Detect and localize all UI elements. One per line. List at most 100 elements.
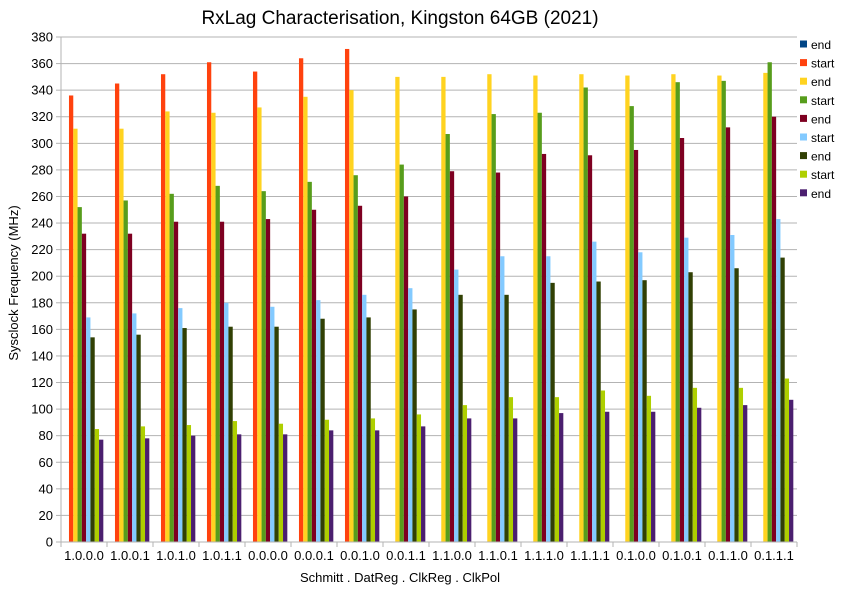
bar-series-2-1.0.0.1 bbox=[114, 83, 120, 543]
bar-series-7-0.1.0.0 bbox=[642, 280, 647, 542]
y-tick-label: 380 bbox=[31, 30, 53, 45]
bar-series-6-0.0.0.0 bbox=[270, 306, 275, 542]
bar-series-7-0.1.0.1 bbox=[688, 272, 693, 542]
x-tick-label: 1.0.1.1 bbox=[202, 548, 242, 563]
bar-series-3-0.0.1.0 bbox=[349, 90, 354, 542]
bar-series-6-1.0.1.1 bbox=[224, 302, 229, 542]
bar-series-5-1.1.1.0 bbox=[541, 153, 547, 542]
bar-series-7-0.0.1.0 bbox=[366, 317, 371, 542]
bar-series-3-0.0.0.1 bbox=[303, 96, 308, 542]
bar-series-4-1.1.1.0 bbox=[537, 112, 542, 542]
bar-series-9-0.0.0.1 bbox=[329, 430, 334, 542]
bar-series-6-0.1.0.0 bbox=[638, 252, 643, 542]
bar-series-3-1.1.0.1 bbox=[487, 74, 492, 543]
x-tick-label: 1.0.0.0 bbox=[64, 548, 104, 563]
bar-series-9-0.1.1.0 bbox=[743, 405, 748, 542]
bar-series-5-0.0.0.0 bbox=[265, 219, 271, 542]
y-tick-label: 220 bbox=[31, 242, 53, 257]
y-tick-label: 360 bbox=[31, 56, 53, 71]
y-tick-label: 0 bbox=[46, 535, 53, 550]
bar-series-6-1.1.0.1 bbox=[500, 256, 505, 542]
bar-series-6-1.1.1.0 bbox=[546, 256, 551, 542]
bar-series-4-1.1.1.1 bbox=[583, 87, 588, 542]
legend-swatch bbox=[800, 152, 807, 160]
bar-series-2-0.0.0.0 bbox=[252, 71, 258, 542]
bar-series-9-0.0.1.1 bbox=[421, 426, 426, 542]
bar-series-9-0.1.0.0 bbox=[651, 411, 656, 542]
bar-series-8-0.1.1.0 bbox=[738, 387, 744, 542]
bar-series-7-0.0.0.1 bbox=[320, 318, 325, 542]
bar-series-5-1.0.1.0 bbox=[173, 221, 179, 542]
bar-series-5-1.0.0.1 bbox=[127, 233, 133, 542]
legend-swatch bbox=[800, 40, 807, 48]
bar-series-9-1.0.1.0 bbox=[191, 435, 196, 542]
bar-series-6-1.1.0.0 bbox=[454, 269, 459, 542]
bar-series-4-1.0.1.0 bbox=[169, 193, 174, 542]
bar-series-3-0.0.0.0 bbox=[257, 107, 262, 543]
bar-series-4-0.1.1.0 bbox=[721, 80, 726, 543]
bar-series-4-0.0.1.1 bbox=[399, 164, 404, 542]
legend-label: start bbox=[811, 94, 835, 108]
bar-series-8-1.0.0.1 bbox=[140, 426, 146, 542]
bar-series-7-1.0.1.1 bbox=[228, 326, 233, 542]
bar-series-8-1.0.0.0 bbox=[94, 429, 100, 542]
y-tick-label: 40 bbox=[39, 481, 53, 496]
legend-label: end bbox=[811, 38, 831, 52]
bar-series-6-1.0.0.0 bbox=[86, 317, 91, 542]
x-tick-label: 0.0.1.1 bbox=[386, 548, 426, 563]
y-tick-label: 280 bbox=[31, 162, 53, 177]
bar-series-2-1.0.0.0 bbox=[68, 95, 74, 542]
bar-series-7-0.1.1.0 bbox=[734, 268, 739, 542]
bar-series-4-0.0.0.1 bbox=[307, 181, 312, 542]
y-axis-label: Sysclock Frequency (MHz) bbox=[6, 205, 21, 360]
bar-series-6-1.0.1.0 bbox=[178, 308, 183, 542]
bar-series-7-1.1.0.0 bbox=[458, 294, 463, 542]
bar-series-5-1.1.1.1 bbox=[587, 155, 593, 543]
bar-series-6-0.1.1.0 bbox=[730, 235, 735, 542]
bar-series-6-0.0.1.0 bbox=[362, 294, 367, 542]
bar-series-8-0.1.0.1 bbox=[692, 387, 698, 542]
bar-series-5-0.0.0.1 bbox=[311, 209, 317, 542]
bar-series-8-1.0.1.0 bbox=[186, 425, 192, 542]
bar-series-4-0.1.0.0 bbox=[629, 106, 634, 543]
y-tick-label: 320 bbox=[31, 109, 53, 124]
legend-label: start bbox=[811, 57, 835, 71]
bar-series-9-1.1.1.1 bbox=[605, 411, 610, 542]
bar-series-3-1.1.1.0 bbox=[533, 75, 538, 542]
bar-series-2-1.0.1.0 bbox=[160, 74, 166, 543]
y-tick-label: 100 bbox=[31, 402, 53, 417]
bar-series-7-1.0.1.0 bbox=[182, 328, 187, 542]
bar-series-7-1.1.1.0 bbox=[550, 282, 555, 542]
bar-series-5-0.0.1.0 bbox=[357, 205, 363, 543]
x-tick-label: 0.1.1.1 bbox=[754, 548, 794, 563]
bar-series-6-0.0.0.1 bbox=[316, 300, 321, 542]
bar-series-7-1.0.0.0 bbox=[90, 337, 95, 542]
bar-series-9-1.1.0.1 bbox=[513, 418, 518, 542]
legend-label: end bbox=[811, 150, 831, 164]
bar-series-4-1.0.1.1 bbox=[215, 185, 220, 542]
bar-series-2-1.0.1.1 bbox=[206, 62, 212, 542]
bar-series-7-1.0.0.1 bbox=[136, 334, 141, 542]
bar-series-5-1.1.0.1 bbox=[495, 172, 501, 543]
bar-series-3-0.0.1.1 bbox=[395, 76, 400, 543]
bar-series-8-0.0.1.1 bbox=[416, 414, 422, 542]
bar-series-8-0.0.0.0 bbox=[278, 423, 284, 542]
bar-series-5-0.1.1.1 bbox=[771, 116, 777, 542]
bar-series-4-1.0.0.0 bbox=[77, 207, 82, 542]
legend-swatch bbox=[800, 59, 807, 67]
bar-series-3-0.1.1.0 bbox=[717, 75, 722, 542]
bar-series-8-0.0.1.0 bbox=[370, 418, 376, 542]
bar-series-4-0.1.1.1 bbox=[767, 62, 772, 542]
bar-series-5-1.1.0.0 bbox=[449, 171, 455, 542]
legend: end start end start end start end start end bbox=[800, 38, 835, 201]
x-tick-label: 1.0.0.1 bbox=[110, 548, 150, 563]
bar-series-8-1.1.1.0 bbox=[554, 397, 560, 542]
y-tick-label: 140 bbox=[31, 348, 53, 363]
bar-series-6-0.1.1.1 bbox=[776, 219, 781, 542]
x-tick-label: 0.0.0.0 bbox=[248, 548, 288, 563]
x-tick-label: 1.1.0.1 bbox=[478, 548, 518, 563]
x-tick-label: 1.1.1.1 bbox=[570, 548, 610, 563]
bar-series-7-0.1.1.1 bbox=[780, 257, 785, 542]
x-tick-label: 1.0.1.0 bbox=[156, 548, 196, 563]
bar-series-8-0.0.0.1 bbox=[324, 419, 330, 542]
